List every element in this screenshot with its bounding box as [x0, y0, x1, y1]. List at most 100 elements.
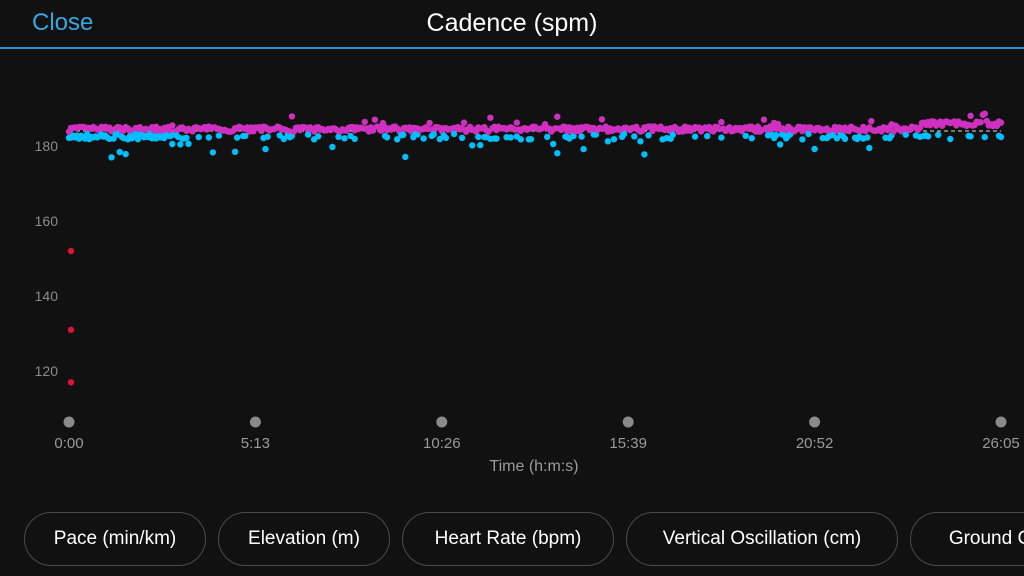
cadence-point-lower: [231, 148, 239, 155]
cadence-point-lower: [108, 154, 115, 161]
cadence-point-lower: [841, 135, 849, 142]
cadence-point-upper: [169, 122, 176, 129]
cadence-point-lower: [550, 140, 557, 148]
cadence-point-upper: [487, 114, 494, 121]
x-tick-label: 0:00: [54, 435, 83, 452]
cadence-point-lower: [402, 153, 409, 161]
cadence-point-lower: [718, 134, 725, 141]
cadence-point-lower: [169, 140, 176, 148]
cadence-point-lower: [902, 131, 909, 138]
header-bar: Close Cadence (spm): [0, 0, 1024, 49]
cadence-point-lower: [315, 133, 322, 140]
cadence-point-lower: [507, 134, 514, 141]
cadence-point-lower: [458, 134, 466, 141]
cadence-point-lower: [183, 134, 190, 142]
cadence-point-lower: [947, 135, 954, 143]
cadence-point-lower: [592, 131, 599, 138]
cadence-point-lower: [554, 150, 561, 157]
cadence-point-upper: [426, 119, 433, 127]
cadence-point-lower: [610, 136, 618, 143]
cadence-point-lower: [620, 130, 628, 138]
x-tick-marker: [622, 416, 634, 428]
cadence-point-lower: [631, 133, 638, 140]
cadence-point-upper: [967, 112, 974, 119]
cadence-point-upper: [513, 119, 520, 126]
cadence-point-lower: [805, 130, 812, 138]
cadence-point-lower: [742, 132, 749, 139]
y-axis-ticks: 120 140 160 180: [35, 138, 59, 379]
cadence-point-lower: [442, 134, 450, 142]
cadence-point-lower: [242, 132, 249, 140]
cadence-point-lower: [772, 132, 780, 139]
x-tick-marker: [995, 416, 1007, 428]
cadence-point-outlier: [67, 247, 75, 255]
cadence-point-lower: [811, 145, 818, 153]
cadence-point-lower: [195, 133, 202, 141]
cadence-point-lower: [527, 136, 535, 143]
cadence-point-upper: [977, 119, 984, 126]
data-points: [65, 110, 1005, 386]
metric-tab[interactable]: Ground C: [910, 512, 1024, 566]
cadence-point-lower: [329, 143, 336, 151]
cadence-point-upper: [718, 118, 725, 126]
cadence-point-lower: [264, 133, 271, 140]
cadence-point-lower: [578, 133, 585, 140]
cadence-point-lower: [116, 148, 123, 156]
x-tick-marker: [249, 416, 261, 428]
metric-tab[interactable]: Elevation (m): [218, 512, 390, 566]
x-tick-label: 20:52: [796, 435, 834, 452]
cadence-point-upper: [598, 116, 606, 123]
cadence-point-lower: [420, 135, 427, 142]
cadence-point-lower: [122, 150, 129, 158]
cadence-point-upper: [997, 119, 1005, 126]
cadence-point-lower: [400, 131, 407, 138]
x-axis-ticks: 0:00 5:13 10:26 15:39 20:52 26:05: [54, 416, 1020, 452]
cadence-point-lower: [570, 132, 577, 140]
cadence-point-upper: [371, 116, 379, 123]
cadence-point-lower: [691, 133, 699, 140]
x-tick-marker: [436, 416, 448, 428]
x-tick-label: 15:39: [609, 435, 647, 452]
cadence-point-lower: [748, 135, 755, 142]
cadence-point-upper: [760, 116, 768, 123]
cadence-point-lower: [351, 135, 358, 143]
cadence-point-lower: [669, 131, 676, 138]
x-tick-label: 26:05: [982, 435, 1020, 452]
cadence-point-lower: [866, 144, 873, 152]
cadence-point-lower: [924, 133, 932, 140]
x-tick-marker: [63, 416, 75, 428]
cadence-point-lower: [981, 133, 988, 141]
cadence-chart: 120 140 160 180 0:00 5:13 10:26 15:39 20:52 26:0…: [35, 110, 1020, 475]
cadence-point-lower: [580, 145, 587, 153]
y-tick-label: 140: [35, 288, 59, 304]
cadence-point-lower: [234, 134, 241, 141]
cadence-point-lower: [383, 134, 391, 141]
cadence-point-lower: [450, 130, 458, 138]
cadence-point-lower: [641, 151, 648, 158]
cadence-point-lower: [637, 138, 644, 145]
cadence-point-lower: [215, 132, 223, 139]
cadence-point-lower: [209, 149, 217, 156]
cadence-point-lower: [335, 133, 342, 140]
cadence-point-upper: [369, 127, 377, 134]
cadence-point-upper: [288, 113, 296, 120]
cadence-point-lower: [185, 140, 192, 147]
cadence-point-outlier: [67, 326, 75, 333]
cadence-point-lower: [469, 142, 476, 149]
cadence-point-lower: [262, 145, 269, 153]
cadence-point-lower: [517, 136, 524, 143]
cadence-point-lower: [341, 135, 348, 142]
cadence-point-upper: [868, 118, 875, 125]
cadence-point-lower: [777, 141, 784, 148]
x-tick-label: 10:26: [423, 435, 461, 452]
y-tick-label: 120: [35, 363, 59, 379]
cadence-point-lower: [935, 131, 942, 138]
close-button[interactable]: Close: [32, 9, 94, 36]
metric-tab[interactable]: Vertical Oscillation (cm): [626, 512, 898, 566]
y-tick-label: 160: [35, 213, 59, 229]
metric-tab[interactable]: Pace (min/km): [24, 512, 206, 566]
metric-tab[interactable]: Heart Rate (bpm): [402, 512, 614, 566]
cadence-point-upper: [460, 119, 468, 126]
cadence-point-upper: [361, 118, 368, 126]
page-title: Cadence (spm): [426, 9, 598, 37]
